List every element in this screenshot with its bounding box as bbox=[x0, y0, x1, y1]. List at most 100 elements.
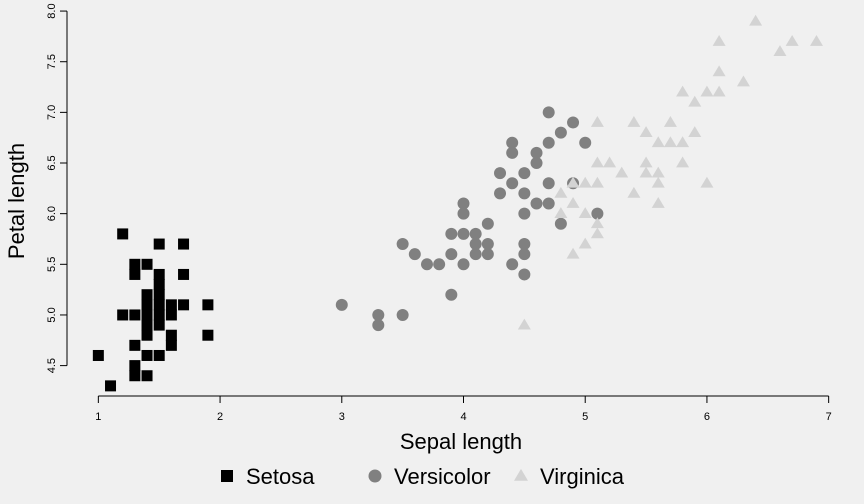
y-tick-label: 8.0 bbox=[46, 3, 58, 18]
virginica-point bbox=[712, 34, 726, 46]
versicolor-point bbox=[396, 308, 409, 321]
setosa-point bbox=[141, 319, 153, 331]
versicolor-point bbox=[518, 207, 531, 220]
virginica-point bbox=[639, 126, 653, 138]
legend: Setosa Versicolor Virginica bbox=[221, 464, 625, 489]
setosa-point bbox=[153, 268, 165, 280]
y-tick-label: 6.5 bbox=[46, 155, 58, 170]
setosa-point bbox=[141, 370, 153, 382]
versicolor-point bbox=[408, 248, 421, 261]
virginica-point bbox=[627, 186, 641, 198]
virginica-point bbox=[566, 247, 580, 259]
virginica-point bbox=[603, 156, 617, 168]
versicolor-point bbox=[481, 238, 494, 251]
versicolor-point bbox=[372, 308, 385, 321]
virginica-point bbox=[615, 166, 629, 178]
legend-marker-setosa bbox=[221, 470, 233, 482]
virginica-point bbox=[773, 45, 787, 56]
setosa-point bbox=[141, 289, 153, 301]
setosa-point bbox=[165, 309, 177, 321]
axes: 1 2 3 4 5 6 7 4.5 5.0 5.5 6.0 6.5 7.0 7.5 8.0 bbox=[46, 3, 832, 423]
x-tick-label: 2 bbox=[217, 411, 223, 423]
virginica-point bbox=[566, 197, 580, 208]
virginica-point bbox=[651, 197, 665, 208]
legend-label-virginica: Virginica bbox=[540, 464, 625, 489]
versicolor-point bbox=[567, 116, 580, 129]
x-axis-title: Sepal length bbox=[400, 429, 522, 454]
setosa-point bbox=[129, 309, 141, 321]
virginica-point bbox=[566, 176, 580, 188]
virginica-point bbox=[590, 227, 604, 239]
versicolor-point bbox=[518, 238, 531, 251]
setosa-point bbox=[129, 258, 141, 270]
legend-label-versicolor: Versicolor bbox=[394, 464, 491, 489]
setosa-point bbox=[105, 380, 117, 392]
versicolor-point bbox=[506, 146, 519, 159]
virginica-point bbox=[554, 186, 568, 198]
versicolor-point bbox=[372, 319, 385, 332]
series-versicolor bbox=[335, 106, 604, 332]
versicolor-point bbox=[445, 288, 458, 301]
versicolor-point bbox=[518, 248, 531, 261]
virginica-point bbox=[663, 116, 677, 127]
virginica-point bbox=[736, 75, 750, 87]
versicolor-point bbox=[457, 258, 470, 271]
virginica-point bbox=[700, 85, 714, 97]
setosa-point bbox=[153, 319, 165, 331]
virginica-point bbox=[676, 136, 690, 148]
versicolor-point bbox=[542, 177, 555, 190]
versicolor-point bbox=[530, 157, 543, 170]
virginica-point bbox=[590, 217, 604, 229]
versicolor-point bbox=[591, 207, 604, 220]
legend-label-setosa: Setosa bbox=[246, 464, 315, 489]
setosa-point bbox=[141, 309, 153, 321]
versicolor-point bbox=[542, 106, 555, 119]
virginica-point bbox=[578, 176, 592, 188]
virginica-point bbox=[663, 136, 677, 148]
versicolor-point bbox=[457, 197, 470, 210]
virginica-point bbox=[712, 85, 726, 97]
legend-marker-versicolor bbox=[368, 469, 382, 483]
versicolor-point bbox=[494, 167, 507, 180]
versicolor-point bbox=[481, 248, 494, 261]
versicolor-point bbox=[469, 238, 482, 251]
versicolor-point bbox=[420, 258, 433, 271]
versicolor-point bbox=[554, 126, 567, 139]
setosa-point bbox=[165, 299, 177, 311]
y-tick-label: 7.5 bbox=[46, 54, 58, 69]
versicolor-point bbox=[518, 167, 531, 180]
versicolor-point bbox=[506, 177, 519, 190]
setosa-point bbox=[202, 299, 214, 311]
x-tick-label: 4 bbox=[460, 411, 466, 423]
y-tick-label: 4.5 bbox=[46, 358, 58, 373]
setosa-point bbox=[129, 370, 141, 382]
y-axis-title: Petal length bbox=[4, 143, 29, 259]
setosa-point bbox=[117, 228, 129, 240]
virginica-point bbox=[554, 207, 568, 219]
data-points bbox=[92, 14, 823, 392]
virginica-point bbox=[639, 166, 653, 178]
setosa-point bbox=[153, 279, 165, 291]
versicolor-point bbox=[494, 187, 507, 200]
versicolor-point bbox=[457, 207, 470, 220]
virginica-point bbox=[688, 95, 702, 107]
legend-marker-virginica bbox=[514, 468, 528, 481]
legend-item-versicolor: Versicolor bbox=[368, 464, 491, 489]
virginica-point bbox=[676, 156, 690, 168]
virginica-point bbox=[688, 126, 702, 138]
x-tick-label: 1 bbox=[95, 411, 101, 423]
setosa-point bbox=[129, 268, 141, 280]
virginica-point bbox=[651, 176, 665, 188]
setosa-point bbox=[165, 339, 177, 351]
setosa-point bbox=[129, 339, 141, 351]
virginica-point bbox=[627, 116, 641, 127]
versicolor-point bbox=[542, 136, 555, 149]
y-tick-label: 5.0 bbox=[46, 307, 58, 322]
versicolor-point bbox=[457, 227, 470, 240]
x-tick-label: 7 bbox=[826, 411, 832, 423]
setosa-point bbox=[117, 309, 129, 321]
y-tick-label: 6.0 bbox=[46, 206, 58, 221]
versicolor-point bbox=[518, 268, 531, 281]
versicolor-point bbox=[518, 187, 531, 200]
